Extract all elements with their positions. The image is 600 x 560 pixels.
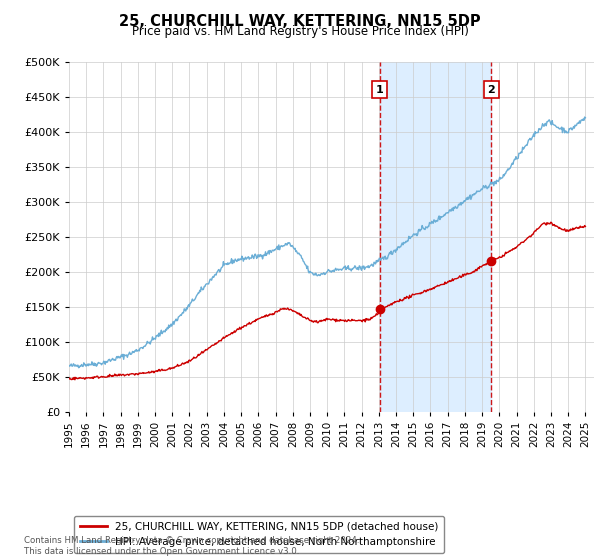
Bar — [380, 62, 491, 412]
Text: Price paid vs. HM Land Registry's House Price Index (HPI): Price paid vs. HM Land Registry's House … — [131, 25, 469, 38]
Text: 1: 1 — [376, 85, 383, 95]
Text: 25, CHURCHILL WAY, KETTERING, NN15 5DP: 25, CHURCHILL WAY, KETTERING, NN15 5DP — [119, 14, 481, 29]
Text: 2: 2 — [488, 85, 495, 95]
Legend: 25, CHURCHILL WAY, KETTERING, NN15 5DP (detached house), HPI: Average price, det: 25, CHURCHILL WAY, KETTERING, NN15 5DP (… — [74, 516, 445, 553]
Text: Contains HM Land Registry data © Crown copyright and database right 2024.
This d: Contains HM Land Registry data © Crown c… — [24, 536, 359, 556]
